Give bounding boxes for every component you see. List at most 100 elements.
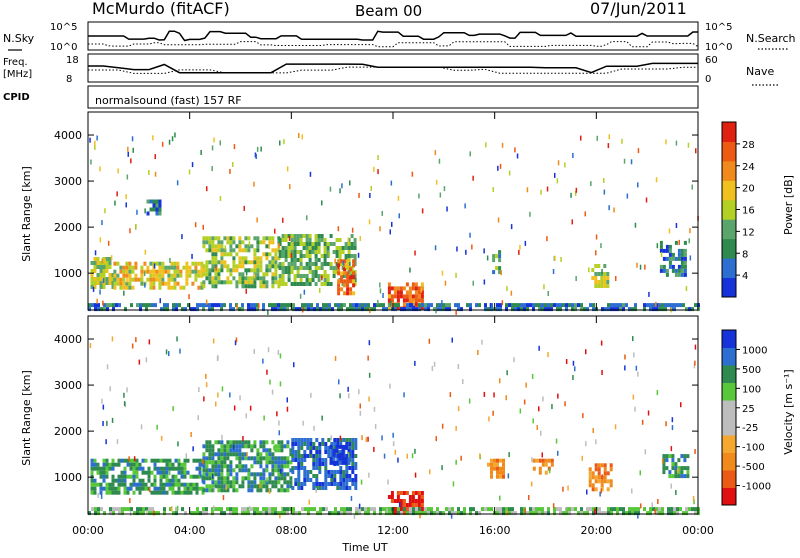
heatmap-cell [278,238,282,242]
heatmap-cell [121,507,124,512]
heatmap-cell [603,280,607,284]
heatmap-cell [497,217,500,223]
heatmap-cell [524,508,526,514]
heatmap-cell [151,511,154,516]
beam-title: Beam 00 [355,2,422,20]
heatmap-cell [508,303,511,308]
heatmap-cell [379,282,381,288]
heatmap-cell [217,456,221,461]
heatmap-cell [268,252,272,257]
heatmap-cell [648,291,650,297]
heatmap-cell [601,370,603,375]
heatmap-cell [538,466,542,471]
heatmap-cell [116,439,119,445]
heatmap-cell [686,466,690,471]
heatmap-cell [302,254,306,258]
heatmap-cell [232,240,236,245]
heatmap-cell [325,303,328,308]
heatmap-cell [683,240,687,245]
heatmap-cell [122,277,126,282]
heatmap-cell [217,476,221,481]
heatmap-cell [643,303,646,308]
heatmap-cell [286,303,289,308]
heatmap-cell [498,250,502,255]
heatmap-cell [523,307,526,312]
heatmap-cell [265,456,269,461]
heatmap-cell [541,303,544,308]
heatmap-cell [180,470,184,475]
heatmap-cell [290,242,294,246]
heatmap-cell [691,184,693,190]
heatmap-cell [90,261,94,265]
heatmap-cell [241,476,245,481]
heatmap-cell [339,188,341,194]
heatmap-cell [338,444,342,449]
heatmap-cell [326,262,330,266]
heatmap-cell [281,262,285,266]
heatmap-cell [226,480,230,485]
heatmap-cell [344,254,348,258]
heatmap-cell [217,240,221,245]
heatmap-cell [102,466,106,471]
heatmap-cell [316,307,319,312]
heatmap-cell [108,265,112,269]
heatmap-cell [114,486,118,491]
heatmap-cell [408,503,412,507]
heatmap-cell [177,478,181,483]
heatmap-cell [597,475,601,480]
heatmap-cell [315,450,319,454]
heatmap-cell [94,507,97,512]
heatmap-cell [277,511,280,516]
heatmap-cell [262,280,266,285]
heatmap-cell [554,255,556,261]
heatmap-cell [441,270,444,276]
heatmap-cell [445,303,448,308]
heatmap-cell [107,240,110,246]
heatmap-cell [575,276,577,281]
heatmap-cell [588,267,590,273]
heatmap-cell [364,307,367,312]
heatmap-cell [505,303,508,308]
heatmap-cell [460,511,463,516]
heatmap-cell [235,456,239,461]
x-tick-label: 12:00 [377,524,409,537]
heatmap-cell [192,482,196,487]
heatmap-cell [238,460,242,465]
heatmap-cell [281,250,285,254]
heatmap-cell [211,444,215,449]
heatmap-cell [313,507,316,512]
heatmap-cell [320,254,324,258]
heatmap-cell [586,507,589,512]
heatmap-cell [171,466,175,471]
heatmap-cell [305,238,309,242]
heatmap-cell [665,421,667,427]
heatmap-cell [613,307,616,312]
heatmap-cell [603,272,607,276]
heatmap-cell [694,507,697,512]
heatmap-cell [102,265,106,269]
heatmap-cell [205,444,209,449]
heatmap-cell [427,307,430,312]
heatmap-cell [265,252,269,257]
heatmap-cell [564,162,566,168]
heatmap-cell [323,282,327,286]
heatmap-cell [584,211,586,217]
heatmap-cell [268,460,272,465]
heatmap-cell [111,478,115,483]
heatmap-cell [674,466,678,471]
heatmap-cell [235,264,239,269]
heatmap-cell [211,452,215,457]
heatmap-cell [390,180,393,186]
heatmap-cell [299,274,303,278]
heatmap-cell [217,248,221,253]
heatmap-cell [345,263,347,269]
heatmap-cell [93,277,97,281]
heatmap-cell [161,141,164,147]
heatmap-cell [271,307,274,312]
heatmap-cell [211,488,215,493]
heatmap-cell [235,480,239,485]
heatmap-cell [402,298,406,303]
velocity-colorbar-tick-label: 500 [742,365,761,376]
heatmap-cell [588,479,592,484]
heatmap-cell [238,236,242,241]
